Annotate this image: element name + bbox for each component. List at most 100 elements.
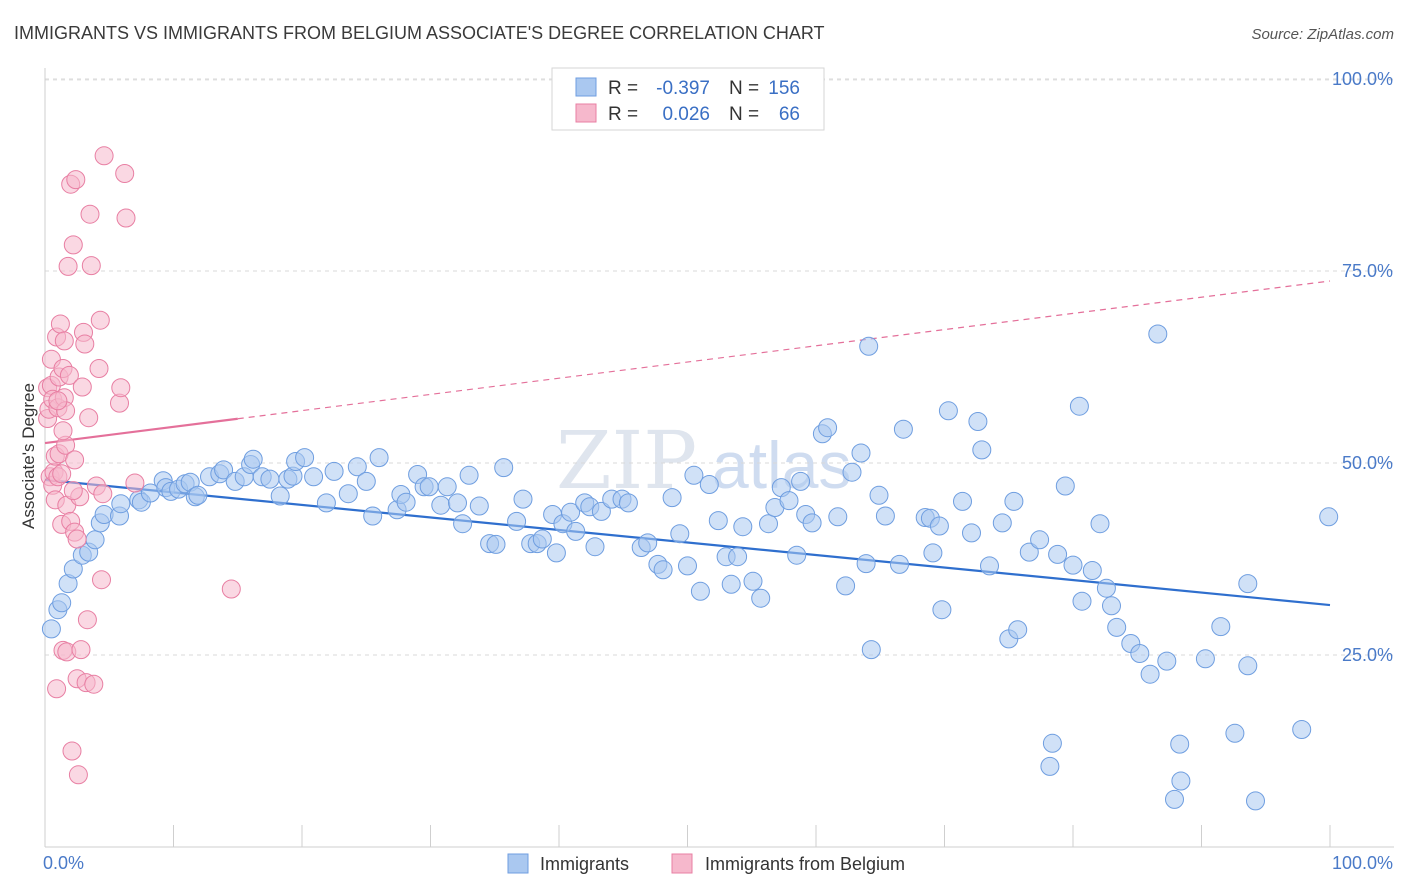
point-belgium [111, 378, 131, 398]
point-belgium [84, 674, 104, 694]
point-immigrants [1107, 617, 1127, 637]
legend-n-value-0: 156 [768, 78, 800, 99]
legend-frame [551, 67, 825, 131]
point-immigrants [856, 554, 876, 574]
point-belgium [52, 464, 72, 484]
point-immigrants [1170, 734, 1190, 754]
point-immigrants [260, 469, 280, 489]
point-immigrants [1072, 591, 1092, 611]
x-tick-label-max: 100.0% [1332, 853, 1393, 873]
point-immigrants [295, 448, 315, 468]
point-immigrants [684, 465, 704, 485]
y-tick-label: 25.0% [1342, 645, 1393, 665]
legend-swatch-immigrants [575, 77, 597, 97]
point-immigrants [188, 485, 208, 505]
point-immigrants [243, 449, 263, 469]
trend-line-belgium-solid [44, 417, 238, 445]
point-immigrants [396, 492, 416, 512]
point-belgium [71, 640, 91, 660]
point-belgium [63, 235, 83, 255]
point-immigrants [363, 506, 383, 526]
chart-title: IMMIGRANTS VS IMMIGRANTS FROM BELGIUM AS… [14, 23, 825, 43]
legend-r-label-0: R = [608, 78, 638, 99]
point-immigrants [802, 513, 822, 533]
legend-n-value-1: 66 [779, 104, 800, 125]
point-immigrants [670, 524, 690, 544]
point-belgium [72, 377, 92, 397]
point-belgium [58, 256, 78, 276]
point-immigrants [842, 462, 862, 482]
point-immigrants [1171, 771, 1191, 791]
point-immigrants [1246, 791, 1265, 811]
point-immigrants [751, 588, 771, 608]
point-immigrants [953, 491, 972, 511]
point-immigrants [324, 461, 344, 481]
point-belgium [94, 146, 114, 166]
point-immigrants [546, 543, 566, 563]
point-immigrants [869, 485, 889, 505]
point-immigrants [356, 471, 376, 491]
y-tick-labels: 25.0% 50.0% 75.0% 100.0% [1332, 69, 1393, 665]
trend-line-immigrants [44, 478, 1331, 607]
point-belgium [89, 359, 109, 378]
point-immigrants [678, 556, 697, 576]
point-belgium [67, 529, 87, 549]
point-immigrants [1319, 507, 1339, 527]
x-tick-label-min: 0.0% [43, 853, 84, 873]
y-tick-label: 50.0% [1342, 453, 1393, 473]
trend-line-belgium-dashed [237, 280, 1331, 420]
point-belgium [59, 365, 79, 385]
point-immigrants [304, 467, 324, 487]
bottom-legend: Immigrants Immigrants from Belgium [507, 853, 905, 874]
point-belgium [115, 164, 135, 183]
point-immigrants [759, 514, 778, 534]
point-immigrants [690, 581, 710, 601]
point-immigrants [507, 511, 527, 531]
legend-box: R = -0.397 N = 156 R = 0.026 N = 66 [551, 67, 825, 131]
point-immigrants [1195, 649, 1215, 669]
point-immigrants [638, 533, 658, 553]
point-immigrants [851, 443, 871, 463]
point-belgium [80, 204, 100, 224]
point-immigrants [85, 530, 105, 550]
y-axis-label: Associate's Degree [19, 383, 38, 529]
point-immigrants [938, 401, 958, 421]
point-immigrants [513, 489, 533, 509]
point-immigrants [743, 571, 763, 591]
point-immigrants [561, 502, 581, 522]
point-immigrants [962, 523, 981, 543]
point-immigrants [1102, 596, 1121, 616]
point-immigrants [1082, 561, 1102, 580]
point-immigrants [972, 440, 992, 460]
point-immigrants [861, 640, 881, 660]
point-immigrants [1042, 733, 1062, 753]
point-immigrants [1165, 789, 1184, 809]
point-belgium [79, 408, 99, 428]
bottom-legend-swatch-belgium [671, 853, 693, 874]
point-immigrants [1019, 542, 1039, 562]
point-immigrants [338, 484, 358, 504]
point-belgium [53, 421, 73, 441]
point-immigrants [1211, 617, 1231, 637]
point-immigrants [662, 488, 682, 508]
point-immigrants [1063, 555, 1083, 575]
point-immigrants [494, 458, 514, 478]
point-belgium [54, 331, 74, 351]
point-immigrants [890, 554, 909, 574]
point-immigrants [836, 576, 856, 596]
point-immigrants [566, 521, 586, 541]
bottom-legend-swatch-immigrants [507, 853, 529, 874]
legend-r-value-1: 0.026 [662, 104, 710, 125]
source-label: Source: ZipAtlas.com [1251, 26, 1394, 43]
point-belgium [116, 208, 136, 228]
point-immigrants [448, 493, 467, 513]
point-belgium [90, 310, 110, 330]
point-immigrants [585, 537, 605, 557]
series-immigrants-from-belgium [38, 146, 241, 785]
legend-r-value-0: -0.397 [656, 78, 710, 99]
series-immigrants [41, 324, 1339, 811]
point-immigrants [980, 556, 999, 576]
point-belgium [81, 256, 101, 276]
point-immigrants [453, 514, 473, 534]
legend-swatch-belgium [575, 103, 597, 123]
